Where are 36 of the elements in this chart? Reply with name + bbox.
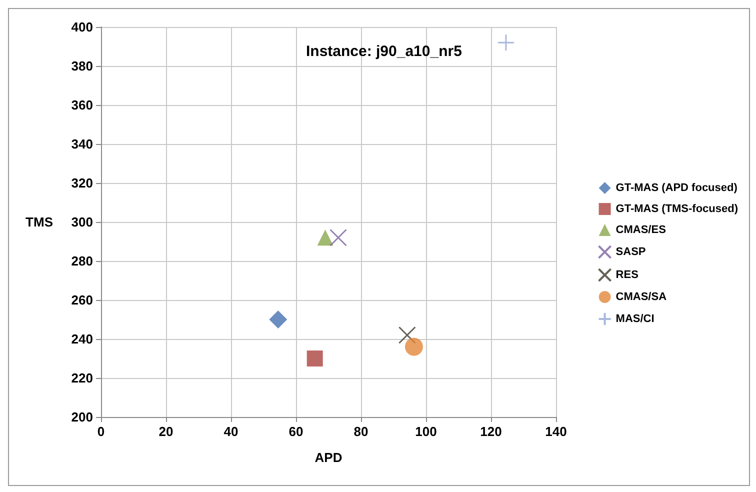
y-tick-label: 320 <box>71 176 93 190</box>
y-tick-label: 280 <box>71 254 93 268</box>
legend-label: RES <box>616 269 638 281</box>
y-tick-label: 400 <box>71 20 93 34</box>
y-tick-label: 300 <box>71 214 93 230</box>
y-axis-title: TMS <box>26 214 54 230</box>
x-tick-label: 60 <box>288 424 304 439</box>
x-tick-label: 20 <box>158 424 174 439</box>
point <box>398 326 416 344</box>
legend-label: CMAS/SA <box>616 291 667 303</box>
x-tick-label: 80 <box>354 424 368 439</box>
x-tick-label: 140 <box>545 424 567 439</box>
text: Instance: j90_a10_nr5 <box>306 43 462 60</box>
point <box>497 34 515 52</box>
x-tick-label: 0 <box>97 424 105 439</box>
point <box>317 230 334 246</box>
point <box>404 338 423 356</box>
point <box>306 350 323 366</box>
y-tick-label: 220 <box>71 370 93 386</box>
legend-label: MAS/CI <box>616 313 654 325</box>
point <box>269 310 288 328</box>
legend-label: SASP <box>616 246 646 258</box>
x-tick-label: 40 <box>224 424 238 439</box>
x-axis-title: APD <box>314 450 342 465</box>
legend-label: GT-MAS (TMS-focused) <box>616 203 738 215</box>
y-tick-label: 240 <box>71 332 93 346</box>
legend-label: CMAS/ES <box>616 224 666 236</box>
y-tick-label: 260 <box>71 292 93 308</box>
x-tick-label: 100 <box>415 424 437 439</box>
legend-label: GT-MAS (APD focused) <box>616 182 738 194</box>
x-tick-label: 120 <box>480 424 502 439</box>
y-tick-label: 380 <box>71 58 93 74</box>
y-tick-label: 200 <box>71 410 93 424</box>
y-tick-label: 340 <box>71 136 93 152</box>
point <box>330 228 347 246</box>
y-tick-label: 360 <box>71 98 93 112</box>
